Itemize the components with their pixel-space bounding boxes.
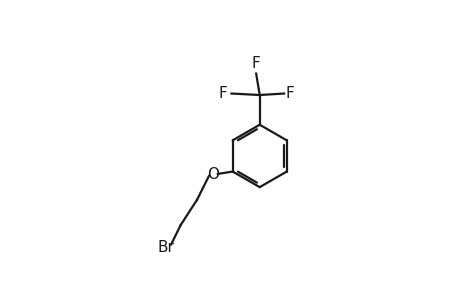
Text: F: F [285, 86, 294, 101]
Text: Br: Br [157, 240, 174, 255]
Text: F: F [251, 56, 260, 70]
Text: O: O [207, 167, 219, 182]
Text: F: F [218, 86, 227, 101]
